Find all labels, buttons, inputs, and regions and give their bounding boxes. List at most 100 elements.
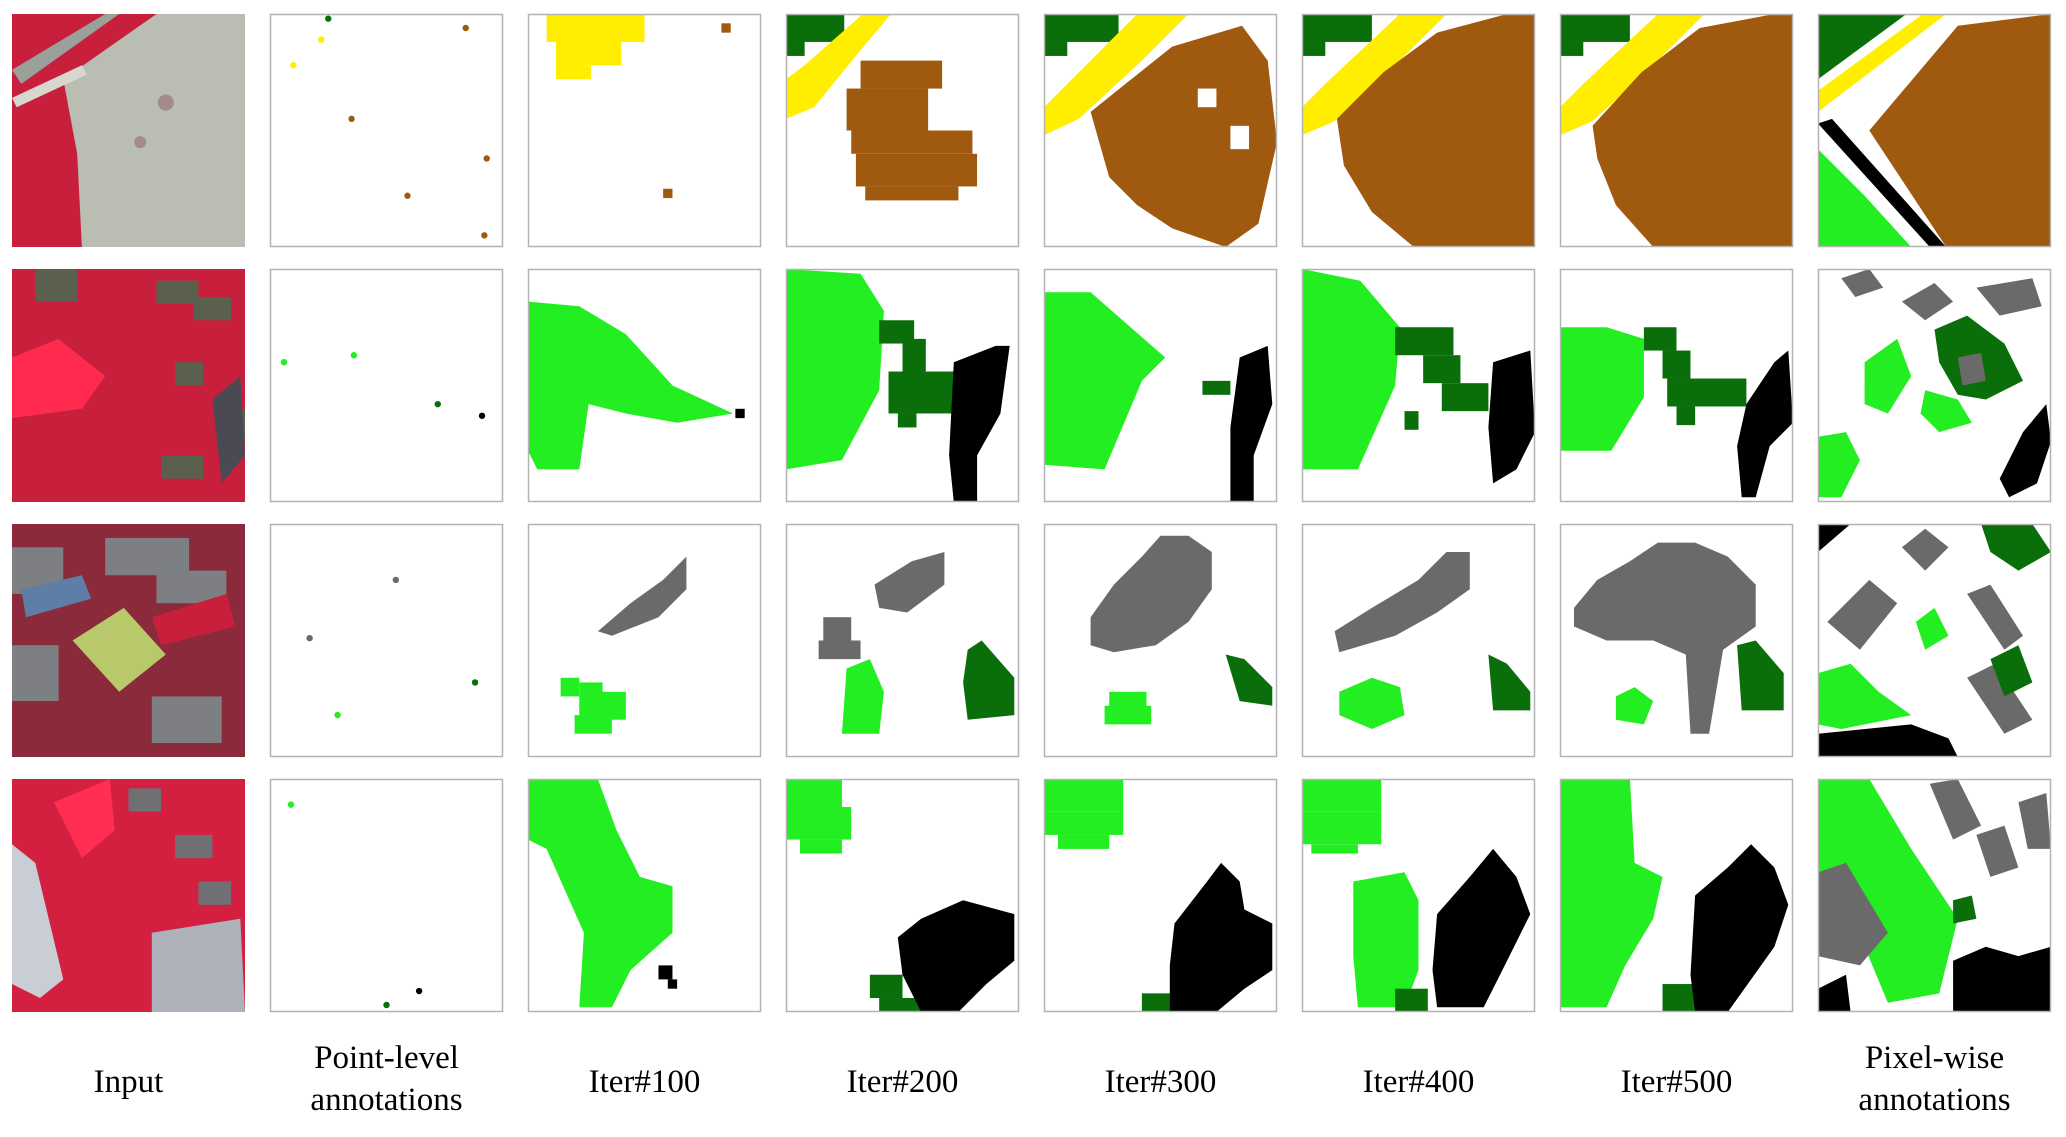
black-region bbox=[1690, 844, 1789, 1012]
caption-input: Input bbox=[94, 1064, 164, 1100]
tile-border bbox=[1559, 13, 1794, 248]
field-region bbox=[63, 14, 245, 247]
tile-border bbox=[1817, 523, 2052, 758]
dark-green-region bbox=[1643, 327, 1747, 426]
dark-green-region bbox=[1662, 984, 1696, 1012]
annotation-point-light_green bbox=[334, 711, 341, 719]
light-green-region bbox=[1302, 269, 1400, 470]
dark-green-region bbox=[1818, 14, 1907, 80]
tile-iter300-row-2 bbox=[1043, 268, 1278, 503]
yellow-region bbox=[1560, 14, 1705, 136]
building-region bbox=[1957, 352, 1986, 386]
annotation-point-gray bbox=[392, 576, 400, 584]
light-green-region bbox=[528, 779, 673, 1008]
dark-green-region bbox=[1737, 640, 1784, 711]
annotation-point-light_green bbox=[350, 352, 358, 359]
building-region bbox=[1901, 283, 1954, 321]
tile-border bbox=[1043, 778, 1278, 1013]
tile-border bbox=[785, 523, 1020, 758]
tile-border bbox=[785, 778, 1020, 1013]
annotation-point-yellow bbox=[290, 62, 297, 69]
dark-green-region bbox=[1141, 993, 1175, 1012]
tile-pixel-row-3 bbox=[1817, 523, 2052, 758]
caption-pixel-line-1: Pixel-wise bbox=[1865, 1040, 2004, 1076]
tile-border bbox=[1301, 778, 1536, 1013]
annotation-point-brown bbox=[483, 155, 490, 162]
black-region bbox=[949, 345, 1010, 502]
tile-pixel-row-2 bbox=[1817, 268, 2052, 503]
light-green-region bbox=[1302, 779, 1382, 854]
tile-iter200-row-4 bbox=[785, 778, 1020, 1013]
light-green-region bbox=[1818, 663, 1912, 729]
dark-green-region bbox=[1302, 14, 1372, 56]
light-green-region bbox=[1044, 779, 1124, 849]
dark-green-region bbox=[1560, 14, 1630, 56]
caption-iter100: Iter#100 bbox=[589, 1064, 701, 1100]
road-region bbox=[12, 65, 87, 108]
brown-region bbox=[663, 23, 731, 199]
caption-points-line-2: annotations bbox=[310, 1082, 462, 1118]
tile-input-row-2 bbox=[12, 269, 245, 502]
yellow-region bbox=[1302, 14, 1447, 136]
tile-border bbox=[1301, 523, 1536, 758]
annotation-point-light_green bbox=[280, 359, 288, 366]
light-green-region bbox=[1920, 390, 1972, 433]
tile-points-row-3 bbox=[269, 523, 504, 758]
annotation-point-dark_green bbox=[434, 400, 441, 408]
tile-iter300-row-3 bbox=[1043, 523, 1278, 758]
tile-border bbox=[1043, 13, 1278, 248]
tile-border bbox=[1817, 13, 2052, 248]
dark-green-region bbox=[1395, 988, 1428, 1012]
black-region bbox=[735, 408, 745, 419]
annotation-point-dark_green bbox=[383, 1001, 390, 1009]
caption-iter400: Iter#400 bbox=[1363, 1064, 1475, 1100]
light-green-region bbox=[528, 301, 733, 470]
tile-pixel-row-1 bbox=[1817, 13, 2052, 248]
dark-green-region bbox=[963, 640, 1015, 720]
tile-input-row-4 bbox=[12, 779, 245, 1012]
gray-region bbox=[1334, 552, 1470, 653]
light-green-region bbox=[786, 779, 852, 854]
annotation-point-gray bbox=[306, 634, 313, 642]
caption-iter200: Iter#200 bbox=[847, 1064, 959, 1100]
tile-border bbox=[527, 268, 762, 503]
tile-border bbox=[785, 13, 1020, 248]
road-region bbox=[1999, 404, 2051, 498]
dark-green-region bbox=[1488, 654, 1531, 711]
black-region bbox=[1169, 862, 1273, 1012]
annotation-point-brown bbox=[404, 192, 411, 199]
building-region bbox=[1827, 579, 1898, 650]
tile-border bbox=[269, 523, 504, 758]
tile-border bbox=[269, 13, 504, 248]
road-region bbox=[1818, 974, 1851, 1012]
tile-iter200-row-2 bbox=[785, 268, 1020, 503]
vegetation-region bbox=[151, 593, 236, 646]
annotation-point-brown bbox=[481, 232, 488, 239]
building-region bbox=[1967, 584, 2023, 650]
building-region bbox=[1929, 779, 1982, 840]
black-region bbox=[1230, 345, 1273, 502]
light-green-region bbox=[1339, 677, 1405, 729]
tile-iter300-row-1 bbox=[1043, 13, 1278, 248]
tile-points-row-2 bbox=[269, 268, 504, 503]
road-region bbox=[1953, 946, 2051, 1012]
annotation-point-brown bbox=[348, 115, 355, 123]
black-region bbox=[1432, 848, 1531, 1008]
tile-iter100-row-3 bbox=[527, 523, 762, 758]
light-green-region bbox=[1864, 338, 1912, 414]
roof-region bbox=[21, 575, 92, 618]
annotation-point-black bbox=[478, 412, 486, 419]
tile-iter400-row-2 bbox=[1301, 268, 1536, 503]
tile-border bbox=[527, 13, 762, 248]
light-green-region bbox=[1560, 327, 1644, 451]
light-green-region bbox=[1818, 149, 1912, 247]
light-green-region bbox=[1915, 607, 1949, 650]
vegetation-region bbox=[53, 779, 115, 859]
light-green-region bbox=[1044, 292, 1166, 470]
sports-field-region bbox=[72, 607, 166, 692]
gray-region bbox=[818, 617, 861, 660]
parking-region bbox=[151, 918, 245, 1012]
tile-input-row-3 bbox=[12, 524, 245, 757]
tile-iter300-row-4 bbox=[1043, 778, 1278, 1013]
annotation-point-dark_green bbox=[325, 15, 332, 22]
